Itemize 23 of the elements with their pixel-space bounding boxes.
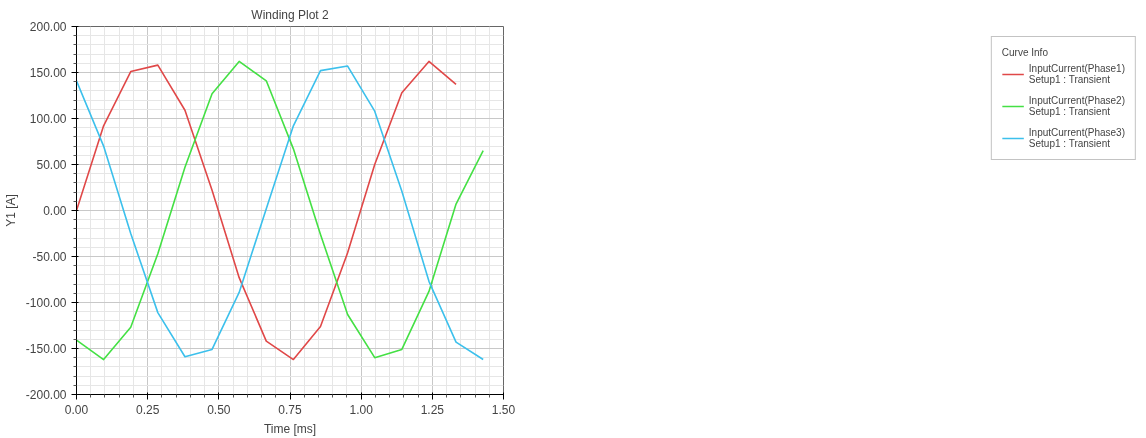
- y-tick-label: 200.00: [29, 20, 67, 34]
- x-axis-title: Time [ms]: [263, 421, 317, 436]
- x-tick-label: 0.75: [278, 402, 302, 417]
- legend-title: Curve Info: [1001, 47, 1049, 58]
- chart-title: Winding Plot 2: [251, 7, 330, 22]
- y-tick-label: -100.00: [25, 296, 67, 310]
- legend-label: InputCurrent(Phase1) Setup1 : Transient: [1028, 63, 1125, 85]
- legend-label: InputCurrent(Phase3) Setup1 : Transient: [1028, 127, 1125, 149]
- y-tick-label: 0.00: [43, 204, 67, 218]
- x-tick-label: 1.25: [420, 402, 445, 417]
- y-tick-label: -200.00: [25, 388, 67, 402]
- x-tick-label: 0.50: [207, 402, 231, 417]
- y-tick-label: 100.00: [29, 112, 67, 126]
- y-tick-label: -50.00: [32, 250, 67, 264]
- x-tick-label: 1.00: [349, 402, 374, 417]
- y-tick-label: 50.00: [36, 158, 67, 172]
- y-axis-title: Y1 [A]: [3, 194, 18, 227]
- y-tick-label: -150.00: [25, 342, 67, 356]
- legend-label: InputCurrent(Phase2) Setup1 : Transient: [1028, 95, 1125, 117]
- x-tick-label: 0.25: [135, 402, 160, 417]
- y-tick-label: 150.00: [29, 66, 67, 80]
- x-tick-label: 0.00: [64, 402, 89, 417]
- x-tick-label: 1.50: [491, 402, 516, 417]
